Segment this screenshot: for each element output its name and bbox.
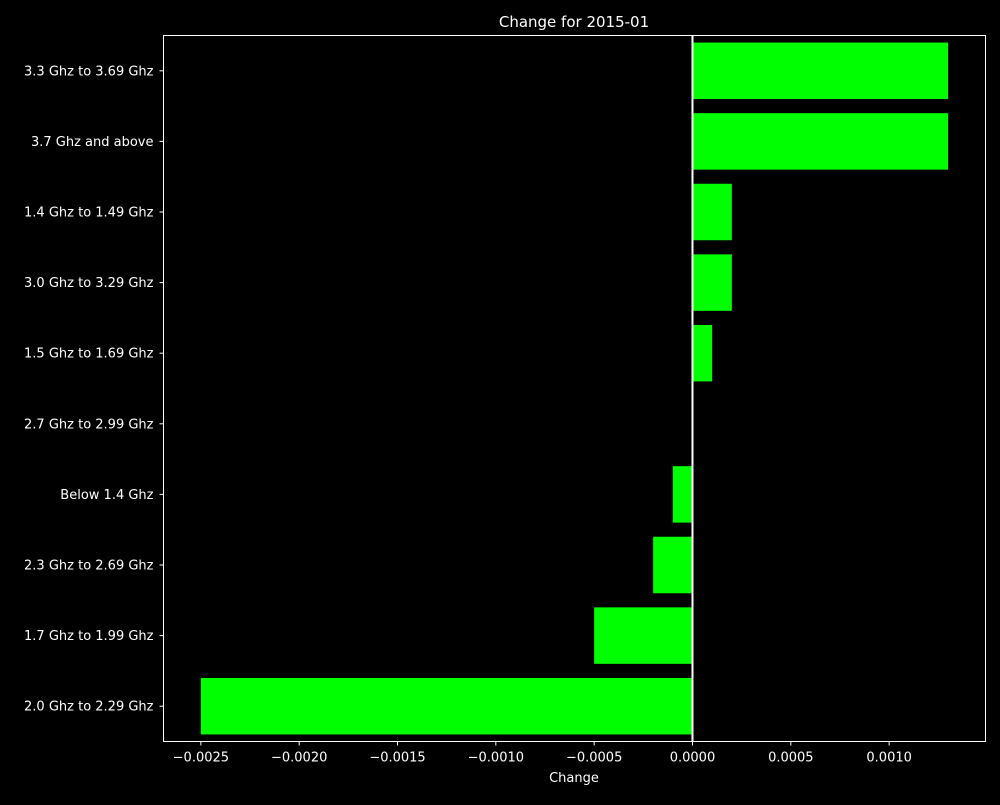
y-tick-label: 1.5 Ghz to 1.69 Ghz: [24, 347, 154, 362]
x-tick-label: −0.0015: [369, 751, 425, 766]
x-tick-label: −0.0005: [566, 751, 622, 766]
x-tick-label: −0.0010: [468, 751, 524, 766]
y-tick-label: 1.7 Ghz to 1.99 Ghz: [24, 629, 154, 644]
y-tick-label: 2.7 Ghz to 2.99 Ghz: [24, 417, 154, 432]
bar: [692, 183, 732, 241]
bar: [692, 324, 713, 382]
y-tick-label: 3.7 Ghz and above: [31, 135, 154, 150]
x-tick-label: −0.0020: [271, 751, 327, 766]
bar: [692, 113, 949, 170]
plot-frame: [163, 35, 986, 742]
x-tick-label: 0.0010: [866, 751, 912, 766]
y-axis-ticks: 3.3 Ghz to 3.69 Ghz 3.7 Ghz and above 1.4 …: [24, 64, 164, 715]
bar: [594, 607, 693, 664]
x-tick-label: 0.0005: [768, 751, 814, 766]
y-tick-label: 3.3 Ghz to 3.69 Ghz: [24, 64, 154, 79]
x-axis-label: Change: [549, 771, 599, 786]
bar: [692, 42, 949, 100]
y-tick-label: Below 1.4 Ghz: [60, 488, 153, 503]
bar: [653, 536, 693, 594]
chart-title: Change for 2015-01: [499, 13, 649, 31]
x-tick-label: −0.0025: [173, 751, 229, 766]
x-tick-label: 0.0000: [670, 751, 716, 766]
y-tick-label: 2.0 Ghz to 2.29 Ghz: [24, 700, 154, 715]
bar: [672, 466, 693, 523]
y-tick-label: 3.0 Ghz to 3.29 Ghz: [24, 276, 154, 291]
bars-layer: [200, 42, 949, 735]
x-axis-ticks: −0.0025 −0.0020 −0.0015 −0.0010 −0.0005 0.000…: [173, 741, 912, 766]
bar: [200, 677, 693, 735]
y-tick-label: 2.3 Ghz to 2.69 Ghz: [24, 559, 154, 574]
bar: [692, 254, 732, 311]
y-tick-label: 1.4 Ghz to 1.49 Ghz: [24, 206, 154, 221]
